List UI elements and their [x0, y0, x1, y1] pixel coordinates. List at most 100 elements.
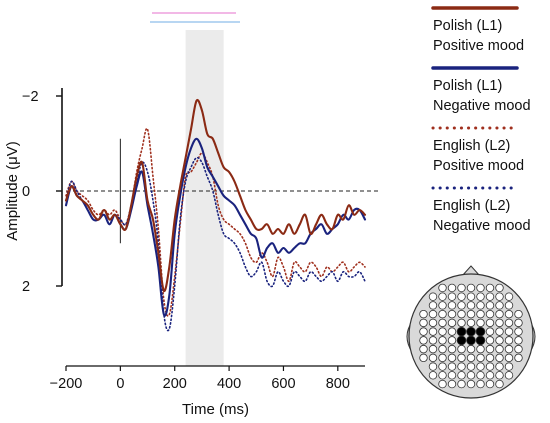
- electrode: [428, 301, 438, 310]
- electrode: [428, 309, 438, 319]
- electrode-highlighted: [475, 326, 486, 337]
- electrode: [466, 362, 476, 371]
- electrode: [485, 344, 495, 354]
- electrode: [476, 344, 485, 354]
- electrode: [466, 301, 476, 310]
- electrode-highlighted: [456, 326, 467, 337]
- series-line-1: [64, 99, 367, 292]
- electrode: [438, 318, 447, 328]
- electrode: [504, 344, 514, 354]
- electrode-highlighted: [466, 326, 476, 337]
- electrode: [438, 283, 447, 293]
- electrode: [457, 371, 466, 380]
- electrode: [495, 327, 504, 336]
- electrode: [428, 362, 438, 371]
- y-tick-label: −2: [22, 89, 39, 105]
- legend-label-2: Polish (L1): [433, 78, 502, 94]
- electrode: [495, 336, 504, 345]
- electrode: [466, 353, 476, 363]
- electrode: [514, 336, 523, 345]
- electrode: [419, 344, 428, 354]
- electrode-highlighted: [466, 335, 476, 346]
- electrode: [485, 292, 495, 301]
- electrode: [419, 309, 428, 319]
- electrode: [457, 292, 466, 301]
- electrode: [457, 379, 466, 389]
- legend-label-3: Positive mood: [433, 158, 524, 174]
- electrode: [428, 336, 438, 345]
- electrode: [476, 362, 485, 371]
- legend-label-1: Positive mood: [433, 38, 524, 54]
- electrode: [447, 336, 457, 345]
- electrode: [419, 353, 428, 363]
- electrode: [447, 292, 457, 301]
- legend-label-2: Negative mood: [433, 98, 531, 114]
- electrode: [457, 344, 466, 354]
- electrode: [447, 301, 457, 310]
- electrode: [447, 318, 457, 328]
- electrode: [514, 327, 523, 336]
- electrode: [476, 379, 485, 389]
- x-tick-label: 400: [217, 376, 241, 392]
- electrode: [514, 309, 523, 319]
- electrode: [504, 318, 514, 328]
- electrode: [466, 379, 476, 389]
- electrode: [495, 362, 504, 371]
- x-tick-label: 200: [163, 376, 187, 392]
- electrode: [457, 283, 466, 293]
- electrode: [495, 344, 504, 354]
- electrode: [485, 362, 495, 371]
- electrode: [466, 292, 476, 301]
- electrode: [438, 301, 447, 310]
- legend-label-4: English (L2): [433, 198, 510, 214]
- electrode: [495, 371, 504, 380]
- electrode: [476, 353, 485, 363]
- electrode: [466, 344, 476, 354]
- electrode: [466, 371, 476, 380]
- electrode: [457, 353, 466, 363]
- electrode: [428, 318, 438, 328]
- electrode: [428, 353, 438, 363]
- electrode: [504, 353, 514, 363]
- x-tick-label: 0: [116, 376, 124, 392]
- electrode: [457, 362, 466, 371]
- electrode: [457, 309, 466, 319]
- electrode: [485, 336, 495, 345]
- legend: Polish (L1) Positive mood Polish (L1) Negat…: [431, 6, 531, 234]
- electrode: [504, 301, 514, 310]
- electrode: [476, 371, 485, 380]
- electrode: [495, 292, 504, 301]
- electrode: [504, 292, 514, 301]
- electrode: [485, 327, 495, 336]
- electrode: [447, 362, 457, 371]
- electrode: [476, 309, 485, 319]
- electrode: [447, 344, 457, 354]
- electrode: [514, 344, 523, 354]
- y-axis-label: Amplitude (μV): [4, 141, 21, 241]
- electrode: [466, 309, 476, 319]
- electrode: [485, 283, 495, 293]
- electrode: [457, 301, 466, 310]
- electrode: [438, 362, 447, 371]
- electrode: [419, 327, 428, 336]
- electrode: [419, 318, 428, 328]
- electrode: [447, 353, 457, 363]
- electrode: [504, 371, 514, 380]
- plot-area: −2 0 2 −200 0 200 400 600 800 Time (ms) Amplitude …: [4, 30, 378, 418]
- electrode: [485, 309, 495, 319]
- electrode: [438, 292, 447, 301]
- y-tick-label: 0: [22, 184, 30, 200]
- electrode: [495, 309, 504, 319]
- electrode: [438, 327, 447, 336]
- electrode: [438, 379, 447, 389]
- electrode: [447, 379, 457, 389]
- electrode: [428, 344, 438, 354]
- electrode: [447, 309, 457, 319]
- electrode: [485, 318, 495, 328]
- electrode: [476, 318, 485, 328]
- electrode: [476, 292, 485, 301]
- legend-label-3: English (L2): [433, 138, 510, 154]
- electrode: [428, 327, 438, 336]
- electrode: [438, 353, 447, 363]
